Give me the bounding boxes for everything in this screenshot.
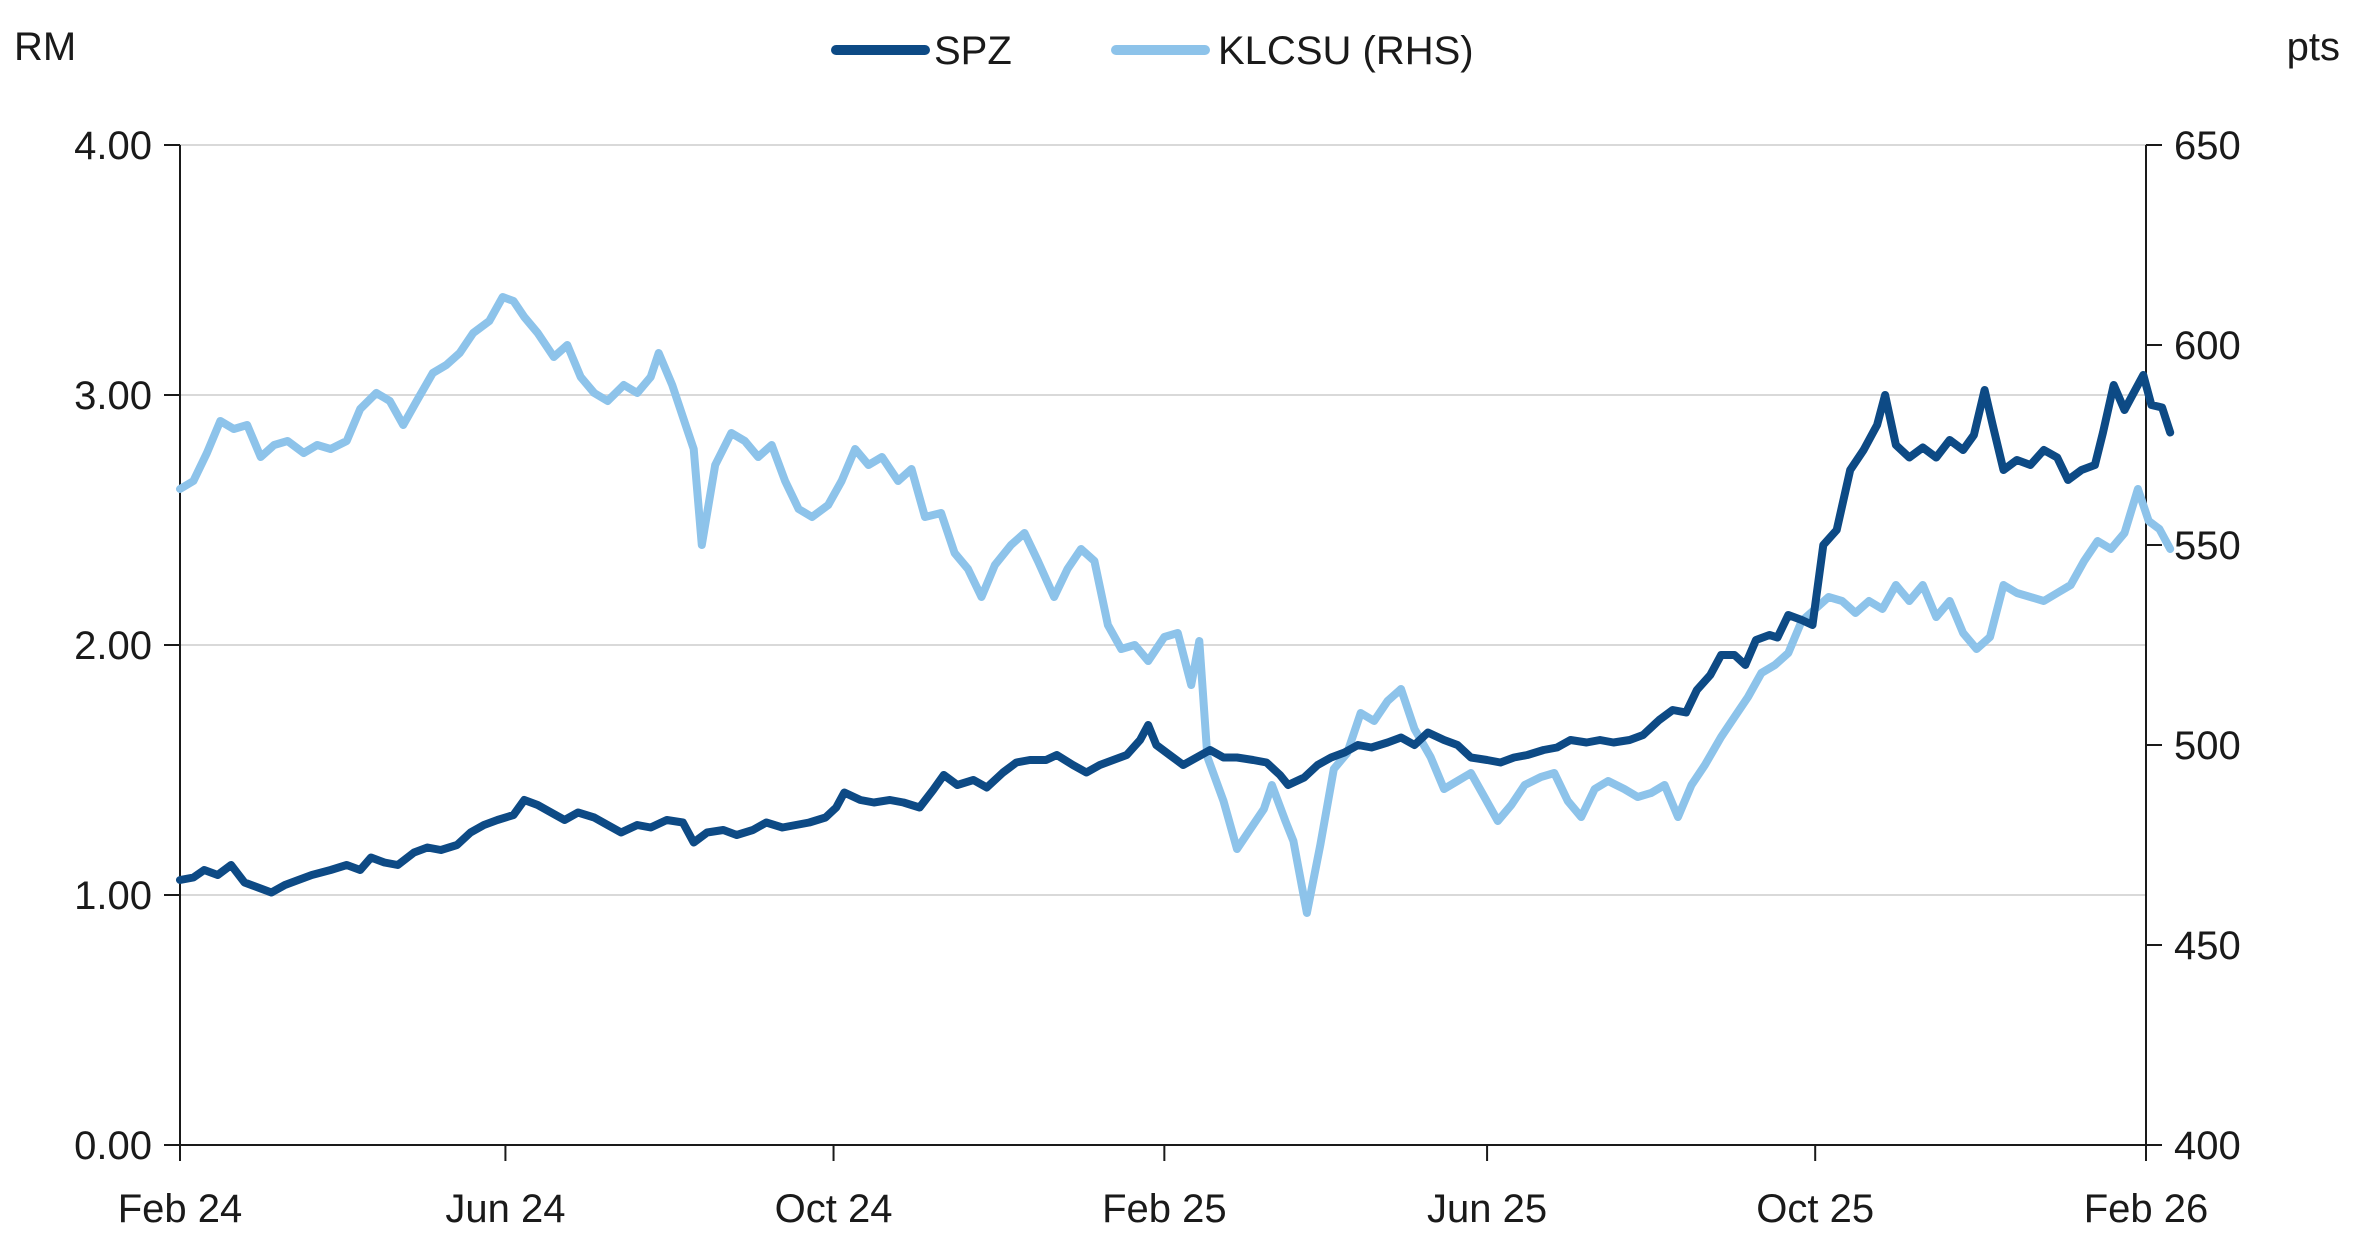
series-lines bbox=[176, 293, 2175, 917]
gridlines bbox=[180, 144, 2146, 896]
x-axis-tick-label: Oct 25 bbox=[1756, 1187, 1874, 1231]
left-axis-tick-label: 2.00 bbox=[74, 624, 152, 668]
x-axis-tick-label: Oct 24 bbox=[775, 1187, 893, 1231]
x-axis-tick-label: Jun 25 bbox=[1427, 1187, 1547, 1231]
right-axis-tick-label: 500 bbox=[2174, 724, 2241, 768]
right-axis-tick-label: 450 bbox=[2174, 924, 2241, 968]
x-axis-tick-label: Feb 26 bbox=[2084, 1187, 2209, 1231]
x-axis-tick-label: Jun 24 bbox=[445, 1187, 565, 1231]
right-axis-unit-label: pts bbox=[2287, 25, 2340, 69]
right-axis-tick-label: 600 bbox=[2174, 324, 2241, 368]
right-axis-tick-label: 400 bbox=[2174, 1124, 2241, 1168]
left-axis-unit-label: RM bbox=[14, 25, 76, 69]
left-axis-tick-label: 0.00 bbox=[74, 1124, 152, 1168]
series-line-spz bbox=[176, 371, 2175, 897]
legend-label-spz: SPZ bbox=[934, 29, 1012, 73]
x-axis-tick-label: Feb 24 bbox=[118, 1187, 243, 1231]
right-axis-tick-label: 650 bbox=[2174, 124, 2241, 168]
left-axis-tick-label: 3.00 bbox=[74, 374, 152, 418]
right-axis-tick-label: 550 bbox=[2174, 524, 2241, 568]
left-axis-tick-label: 4.00 bbox=[74, 124, 152, 168]
legend: SPZ KLCSU (RHS) bbox=[831, 29, 1474, 73]
x-axis-tick-label: Feb 25 bbox=[1102, 1187, 1227, 1231]
legend-label-klcsu: KLCSU (RHS) bbox=[1218, 29, 1474, 73]
tick-labels: 0.00 1.00 2.00 3.00 4.00 400 450 500 550 600 650 Fe… bbox=[74, 124, 2241, 1231]
series-line-klcsu bbox=[176, 293, 2175, 917]
axes bbox=[164, 144, 2162, 1161]
left-axis-tick-label: 1.00 bbox=[74, 874, 152, 918]
